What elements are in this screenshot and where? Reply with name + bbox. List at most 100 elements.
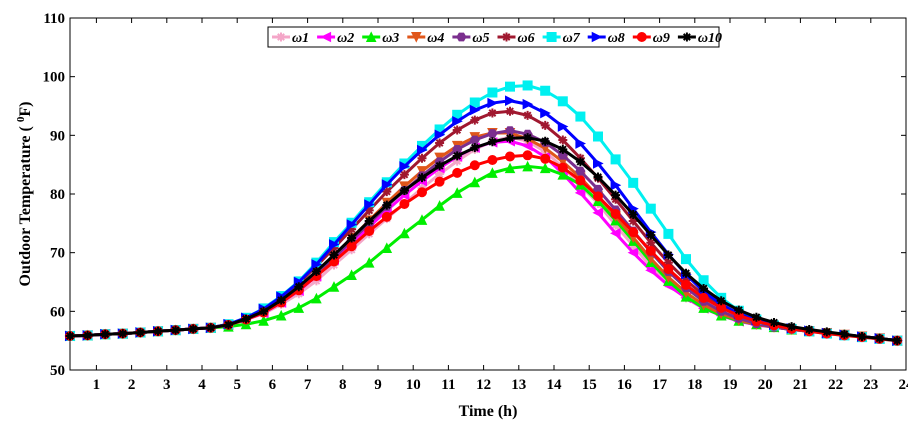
data-point <box>627 247 639 258</box>
data-point <box>646 238 656 248</box>
data-point <box>505 151 515 162</box>
data-point <box>575 157 585 167</box>
x-tick-label: 5 <box>233 377 241 393</box>
data-point <box>329 243 339 253</box>
x-tick-label: 10 <box>406 377 421 393</box>
data-point <box>487 87 498 98</box>
series-ω10 <box>65 133 902 346</box>
data-point <box>434 176 445 187</box>
x-tick-label: 18 <box>687 377 702 393</box>
data-point <box>206 323 216 333</box>
data-point <box>364 199 375 210</box>
x-tick-label: 20 <box>758 377 773 393</box>
data-point <box>699 283 709 293</box>
y-tick-label: 100 <box>43 70 66 86</box>
legend-entry: ω6 <box>497 31 535 46</box>
data-point <box>347 233 357 243</box>
x-tick-label: 17 <box>652 377 668 393</box>
data-point <box>364 205 374 215</box>
x-tick-label: 22 <box>828 377 843 393</box>
x-tick-label: 12 <box>476 377 491 393</box>
data-point <box>593 131 603 142</box>
data-point <box>769 317 779 327</box>
data-point <box>452 151 462 161</box>
data-point <box>523 133 533 143</box>
data-point <box>311 292 322 304</box>
data-point <box>382 187 392 197</box>
data-point <box>839 329 849 339</box>
data-point <box>628 227 639 238</box>
x-tick-label: 9 <box>374 377 382 393</box>
data-point <box>469 97 480 108</box>
data-point <box>417 187 427 198</box>
data-point <box>293 302 305 313</box>
data-point <box>628 216 638 226</box>
data-point <box>452 115 463 127</box>
series-layer <box>64 80 903 347</box>
x-axis-label: Time (h) <box>459 403 518 420</box>
data-point <box>557 96 568 107</box>
data-point <box>258 315 269 326</box>
data-point <box>734 305 744 315</box>
data-point <box>646 230 656 240</box>
data-point <box>399 161 411 172</box>
data-point <box>65 331 75 341</box>
data-point <box>452 125 462 135</box>
data-point <box>505 133 515 143</box>
x-tick-label: 23 <box>863 377 878 393</box>
data-point <box>787 322 797 332</box>
legend-label: ω8 <box>608 31 625 46</box>
x-tick-label: 11 <box>441 377 455 393</box>
y-tick-label: 60 <box>50 304 65 320</box>
legend-entry: ω1 <box>272 31 309 46</box>
y-axis-label-main: Outdoor Temperature ( <box>17 122 34 286</box>
data-point <box>469 135 480 145</box>
legend-marker <box>320 31 332 43</box>
data-point <box>118 329 128 339</box>
x-tick-label: 1 <box>93 377 101 393</box>
data-point <box>628 177 639 188</box>
data-point <box>487 129 498 138</box>
data-point <box>487 137 497 147</box>
legend-entry: ω9 <box>632 31 670 46</box>
data-point <box>470 143 480 153</box>
data-point <box>804 325 814 335</box>
data-point <box>135 327 145 337</box>
data-point <box>434 129 446 141</box>
legend: ω1 ω2 ω3 ω4 ω5 ω6 ω7 ω8 ω9 ω10 <box>267 26 722 48</box>
data-point <box>611 190 621 200</box>
data-point <box>681 268 691 278</box>
data-point <box>469 176 481 188</box>
x-tick-label: 3 <box>163 377 171 393</box>
data-point <box>557 162 568 173</box>
data-point <box>751 312 761 322</box>
x-tick-label: 6 <box>269 377 277 393</box>
data-point <box>435 169 445 179</box>
data-point <box>645 203 656 214</box>
data-point <box>435 161 445 171</box>
x-tick-label: 8 <box>339 377 347 393</box>
x-tick-label: 2 <box>128 377 136 393</box>
data-point <box>523 110 533 120</box>
legend-marker <box>591 31 603 43</box>
axis-ticks: 1234567891011121314151617181920212223245… <box>43 11 908 393</box>
data-point <box>645 264 656 276</box>
data-point <box>153 326 163 336</box>
data-point <box>487 167 498 178</box>
legend-entry: ω3 <box>362 31 399 46</box>
data-point <box>381 179 393 190</box>
y-tick-label: 110 <box>43 11 65 27</box>
data-point <box>593 172 603 182</box>
data-point <box>522 98 534 110</box>
data-point <box>241 314 251 324</box>
legend-entry: ω2 <box>317 31 354 46</box>
data-point <box>610 154 621 165</box>
data-point <box>469 160 480 171</box>
legend-entry: ω4 <box>407 31 444 46</box>
x-tick-label: 24 <box>899 377 908 393</box>
data-point <box>275 309 287 321</box>
data-point <box>83 330 93 340</box>
data-point <box>892 336 902 346</box>
